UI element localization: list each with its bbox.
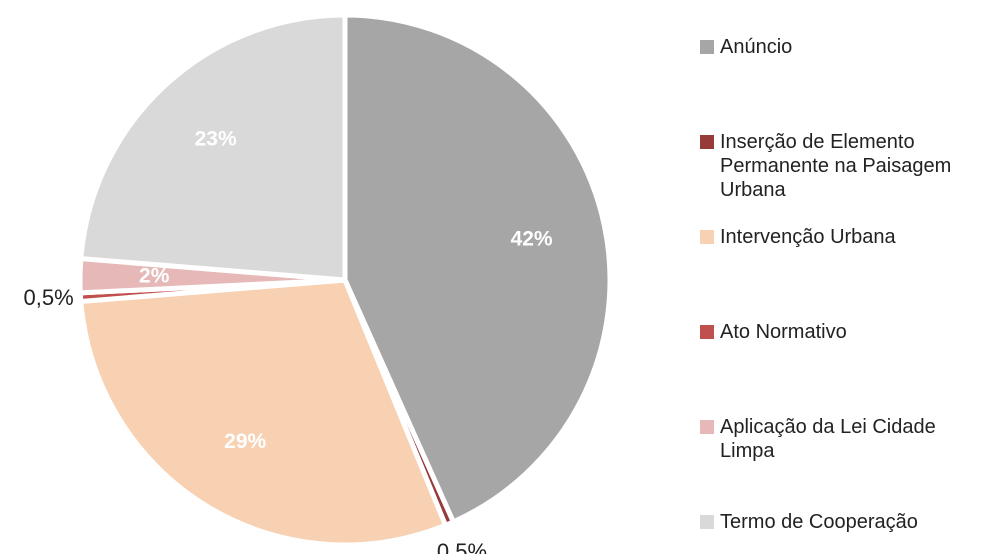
data-label: 0,5% [437,539,487,554]
legend-item: Intervenção Urbana [700,225,980,249]
legend-swatch [700,40,714,54]
legend-swatch [700,515,714,529]
legend-item: Aplicação da Lei Cidade Limpa [700,415,980,463]
data-label: 23% [195,127,237,150]
pie-slice [78,277,449,548]
legend-item: Termo de Cooperação [700,510,980,534]
data-label: 42% [511,228,553,251]
data-label: 29% [224,430,266,453]
legend-label: Aplicação da Lei Cidade Limpa [720,416,936,462]
legend-label: Inserção de Elemento Permanente na Paisa… [720,131,952,201]
data-label: 0,5% [24,285,74,310]
legend-swatch [700,230,714,244]
legend-label: Ato Normativo [720,321,847,343]
legend-label: Termo de Cooperação [720,511,918,533]
legend-label: Intervenção Urbana [720,226,896,248]
legend-label: Anúncio [720,36,793,58]
legend-item: Anúncio [700,35,980,59]
legend-item: Ato Normativo [700,320,980,344]
pie-slice [342,12,613,526]
legend-swatch [700,325,714,339]
legend-swatch [700,420,714,434]
data-label: 2% [139,264,170,287]
pie-slice [78,12,348,283]
legend-item: Inserção de Elemento Permanente na Paisa… [700,130,980,202]
legend-swatch [700,135,714,149]
